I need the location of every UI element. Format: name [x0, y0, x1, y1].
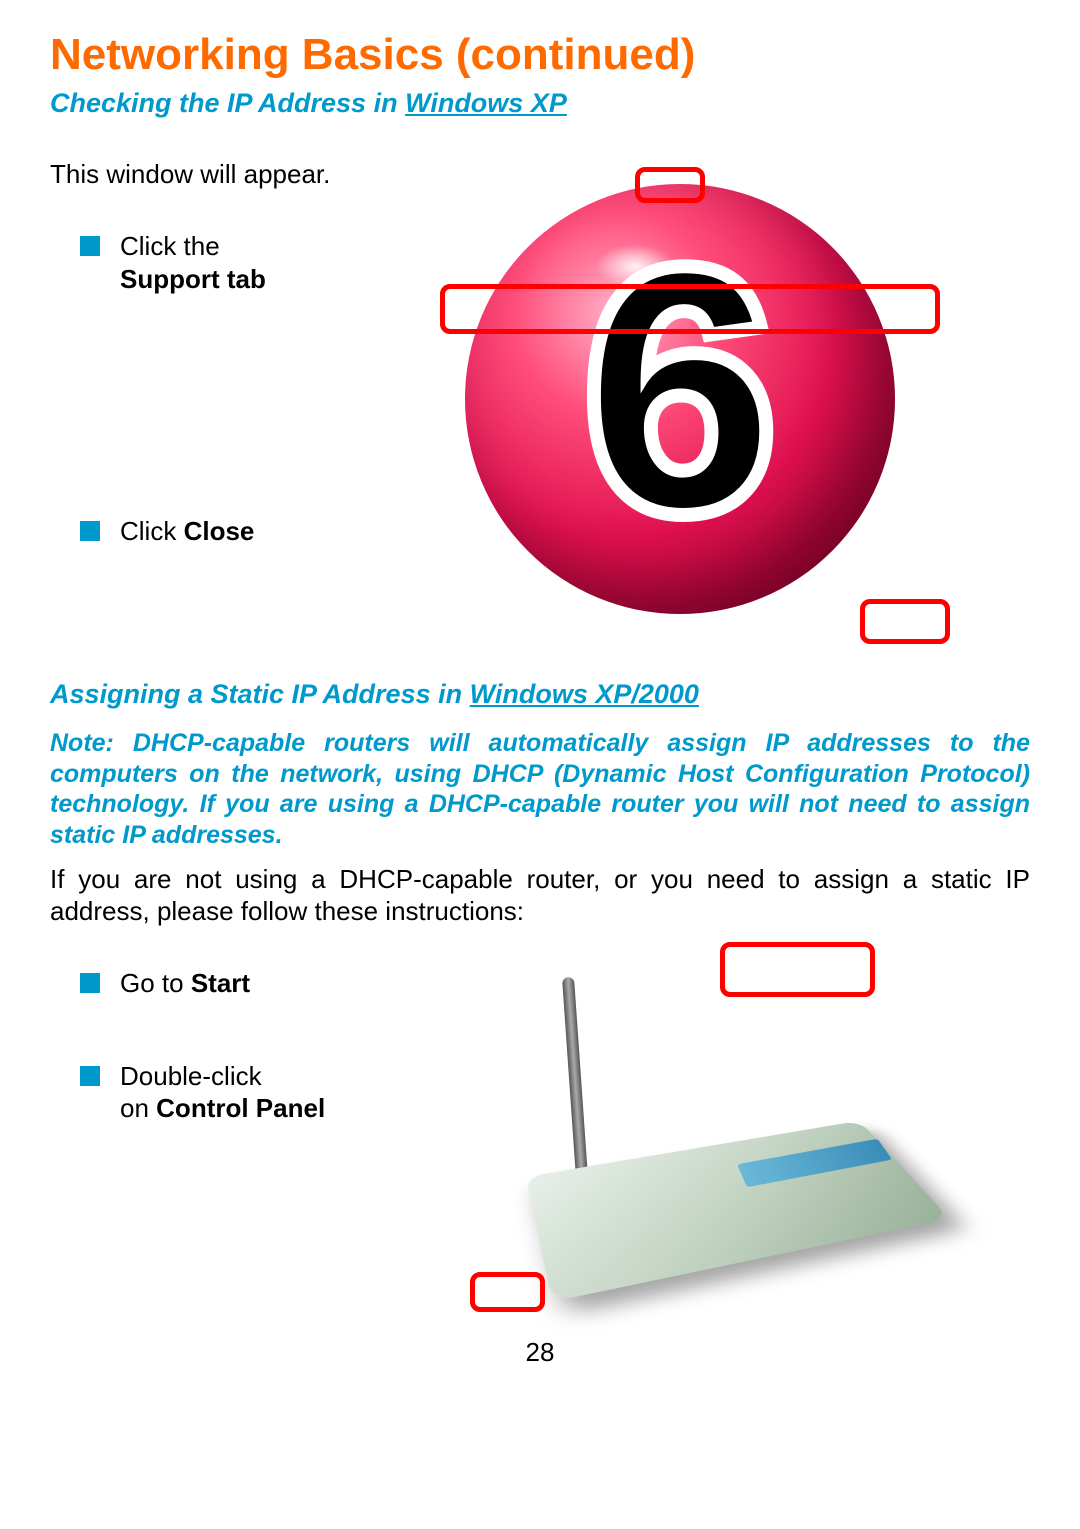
section2-row: Go to Start Double-click on Control Pane… [50, 947, 1030, 1317]
bullet-icon [80, 236, 100, 256]
subtitle-static-ip: Assigning a Static IP Address in Windows… [50, 679, 1030, 710]
page-title: Networking Basics (continued) [50, 30, 1030, 80]
highlight-box-device-bottom [470, 1272, 545, 1312]
spacer [50, 1010, 330, 1060]
bullet-text-1: Click the Support tab [120, 230, 266, 295]
bullet-text-4: Double-click on Control Panel [120, 1060, 325, 1125]
para-instructions: If you are not using a DHCP-capable rout… [50, 864, 1030, 927]
section2-left: Go to Start Double-click on Control Pane… [50, 947, 330, 1135]
billiard-graphic: 6 [440, 159, 920, 639]
section1-graphic: 6 [420, 159, 1030, 639]
bullet2-prefix: Click [120, 516, 184, 546]
bullet-start: Go to Start [80, 967, 330, 1000]
bullet1-line1: Click the [120, 231, 220, 261]
intro-text: This window will appear. [50, 159, 390, 190]
subtitle-underline: Windows XP [405, 88, 567, 118]
bullet-icon [80, 521, 100, 541]
bullet3-prefix: Go to [120, 968, 191, 998]
device-body [526, 1121, 950, 1302]
highlight-box-device-top [720, 942, 875, 997]
bullet-text-2: Click Close [120, 515, 254, 548]
billiard-number: 6 [585, 196, 774, 587]
bullet4-line1: Double-click [120, 1061, 262, 1091]
bullet1-line2: Support tab [120, 264, 266, 294]
bullet-support-tab: Click the Support tab [80, 230, 390, 295]
section-2: Assigning a Static IP Address in Windows… [50, 679, 1030, 1317]
section-1: This window will appear. Click the Suppo… [50, 159, 1030, 639]
bullet-icon [80, 1066, 100, 1086]
section2-graphic [340, 947, 1030, 1317]
bullet-close: Click Close [80, 515, 390, 548]
bullet4-line2-prefix: on [120, 1093, 156, 1123]
section1-left: This window will appear. Click the Suppo… [50, 159, 390, 558]
spacer [50, 305, 390, 515]
subtitle2-underline: Windows XP/2000 [470, 679, 699, 709]
bullet-text-3: Go to Start [120, 967, 250, 1000]
page-number: 28 [50, 1337, 1030, 1368]
bullet2-bold: Close [184, 516, 255, 546]
highlight-box-top [635, 167, 705, 203]
note-text: Note: DHCP-capable routers will automati… [50, 728, 1030, 850]
bullet4-line2-bold: Control Panel [156, 1093, 325, 1123]
highlight-box-wide [440, 284, 940, 334]
bullet-icon [80, 973, 100, 993]
bullet3-bold: Start [191, 968, 250, 998]
subtitle-checking-ip: Checking the IP Address in Windows XP [50, 88, 1030, 119]
device-graphic [400, 987, 950, 1307]
bullet-control-panel: Double-click on Control Panel [80, 1060, 330, 1125]
highlight-box-bottom [860, 599, 950, 644]
subtitle-prefix: Checking the IP Address in [50, 88, 405, 118]
subtitle2-prefix: Assigning a Static IP Address in [50, 679, 470, 709]
